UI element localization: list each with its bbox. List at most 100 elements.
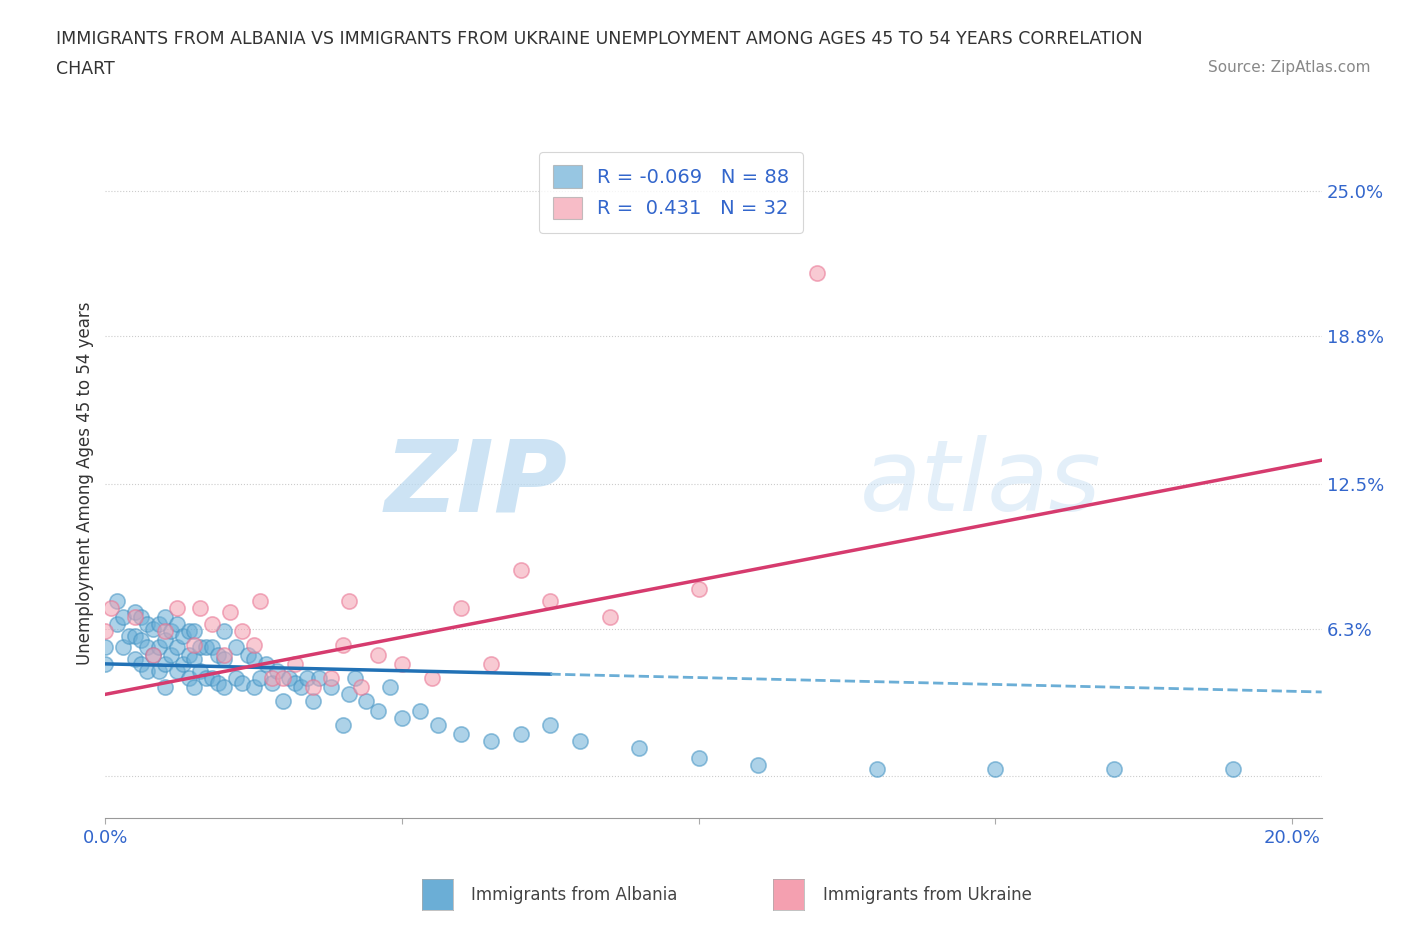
Point <box>142 621 165 636</box>
Point <box>112 609 135 624</box>
Point <box>367 647 389 662</box>
Text: Immigrants from Ukraine: Immigrants from Ukraine <box>823 885 1032 904</box>
Point <box>136 640 159 655</box>
Point <box>426 717 449 732</box>
Point <box>201 671 224 685</box>
Point <box>1102 762 1125 777</box>
Point <box>177 624 200 639</box>
Point <box>599 609 621 624</box>
Point <box>166 600 188 615</box>
Text: CHART: CHART <box>56 60 115 78</box>
Text: Immigrants from Albania: Immigrants from Albania <box>471 885 678 904</box>
Y-axis label: Unemployment Among Ages 45 to 54 years: Unemployment Among Ages 45 to 54 years <box>76 302 94 665</box>
Point <box>295 671 318 685</box>
Point <box>290 680 312 695</box>
Point <box>380 680 402 695</box>
Point <box>260 671 283 685</box>
Point <box>195 671 218 685</box>
Point <box>159 624 181 639</box>
Point <box>337 593 360 608</box>
Point <box>142 647 165 662</box>
Point <box>225 671 247 685</box>
Point <box>148 617 170 631</box>
Point <box>183 652 205 667</box>
Point <box>105 617 128 631</box>
Point <box>302 680 325 695</box>
Point <box>284 675 307 690</box>
Text: ZIP: ZIP <box>385 435 568 532</box>
Point <box>225 640 247 655</box>
Point <box>172 657 194 671</box>
Point <box>190 600 212 615</box>
Point <box>266 663 288 678</box>
Point <box>332 638 354 653</box>
Point <box>273 694 295 709</box>
Point <box>207 675 229 690</box>
Point <box>260 675 283 690</box>
Point <box>538 593 561 608</box>
Point <box>242 638 264 653</box>
Point <box>984 762 1007 777</box>
Point <box>129 633 152 648</box>
Point <box>201 617 224 631</box>
Point <box>866 762 889 777</box>
Point <box>124 609 146 624</box>
Point <box>212 680 235 695</box>
Point <box>688 581 710 596</box>
Point <box>391 711 413 725</box>
Point <box>118 629 141 644</box>
Text: atlas: atlas <box>859 435 1101 532</box>
Point <box>367 703 389 718</box>
Point <box>420 671 443 685</box>
Point <box>124 652 146 667</box>
Point <box>153 624 176 639</box>
Point <box>148 640 170 655</box>
Point <box>806 265 828 280</box>
Point <box>254 657 277 671</box>
Point <box>479 657 502 671</box>
Point <box>249 671 271 685</box>
Point <box>153 609 176 624</box>
Point <box>201 640 224 655</box>
Legend: R = -0.069   N = 88, R =  0.431   N = 32: R = -0.069 N = 88, R = 0.431 N = 32 <box>538 152 803 232</box>
Point <box>212 624 235 639</box>
Point <box>319 680 342 695</box>
Point <box>231 675 253 690</box>
Point <box>177 671 200 685</box>
Point <box>236 647 259 662</box>
Point <box>332 717 354 732</box>
Point <box>231 624 253 639</box>
Text: Source: ZipAtlas.com: Source: ZipAtlas.com <box>1208 60 1371 75</box>
Point <box>94 624 117 639</box>
Point <box>349 680 371 695</box>
Point <box>153 680 176 695</box>
Point <box>219 604 242 619</box>
Point <box>190 640 212 655</box>
Point <box>172 629 194 644</box>
Point <box>242 680 264 695</box>
Point <box>538 717 561 732</box>
Point <box>688 751 710 765</box>
Point <box>509 726 531 741</box>
Point <box>450 726 472 741</box>
Point <box>628 740 651 755</box>
Point <box>569 734 592 749</box>
Point <box>94 657 117 671</box>
Point <box>148 663 170 678</box>
Point <box>129 657 152 671</box>
Point <box>112 640 135 655</box>
Point <box>337 687 360 702</box>
Point <box>166 617 188 631</box>
Point <box>212 647 235 662</box>
Point <box>183 680 205 695</box>
Point <box>479 734 502 749</box>
Point <box>177 647 200 662</box>
Point <box>153 633 176 648</box>
Point <box>273 671 295 685</box>
Point <box>356 694 378 709</box>
Point <box>124 604 146 619</box>
Point <box>183 638 205 653</box>
Point <box>450 600 472 615</box>
Point <box>124 629 146 644</box>
Point <box>278 671 301 685</box>
